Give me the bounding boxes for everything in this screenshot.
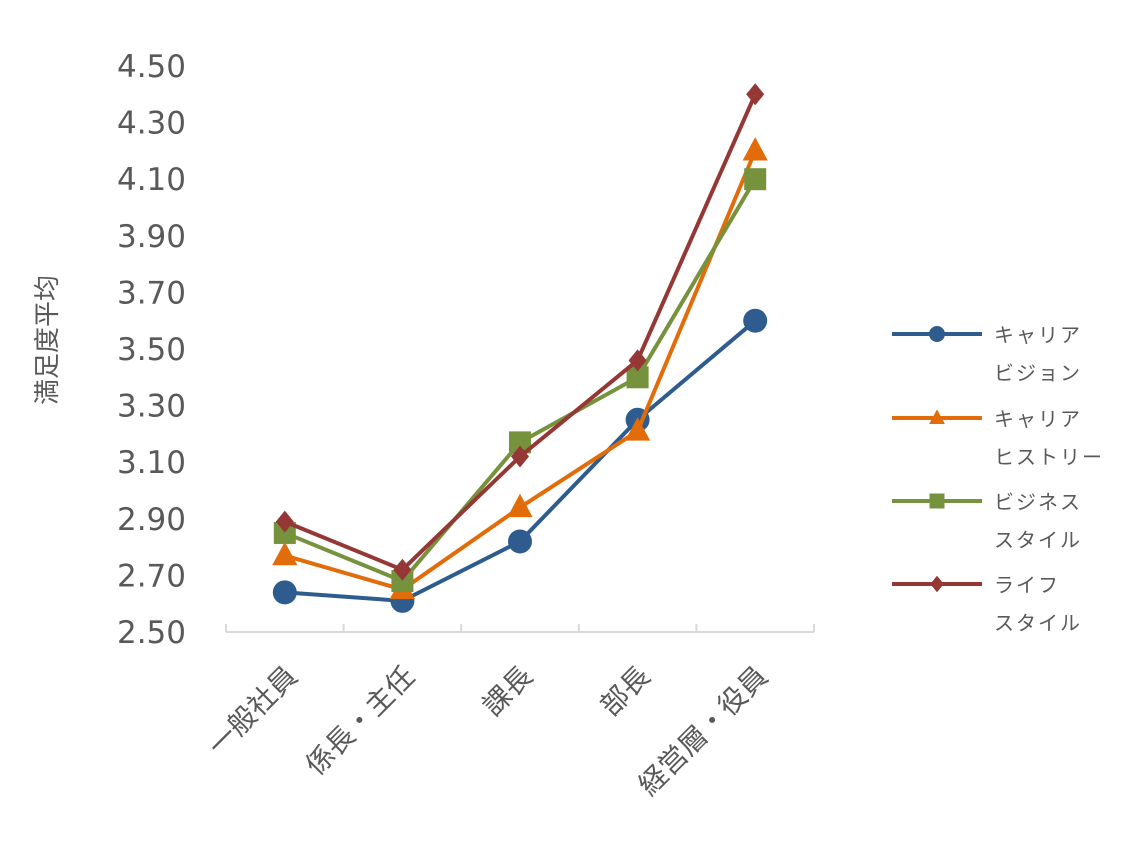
x-tick-label: 係長・主任 xyxy=(299,660,421,782)
legend-label: ビジネス xyxy=(994,490,1082,514)
legend-label: ヒストリー xyxy=(994,445,1104,469)
data-point-circle xyxy=(508,529,532,554)
y-tick-label: 3.10 xyxy=(117,445,186,481)
y-tick-label: 2.50 xyxy=(117,615,186,651)
data-point-diamond xyxy=(393,558,412,581)
legend-label: ビジョン xyxy=(994,361,1082,385)
y-tick-label: 4.10 xyxy=(117,162,186,198)
data-point-triangle xyxy=(507,493,533,518)
x-tick-label: 一般社員 xyxy=(201,660,304,763)
y-tick-label: 2.90 xyxy=(117,502,186,538)
y-tick-label: 3.90 xyxy=(117,219,186,255)
legend-marker-circle xyxy=(929,326,945,342)
y-tick-label: 2.70 xyxy=(117,558,186,594)
series-square xyxy=(273,168,767,593)
x-tick-label: 部長 xyxy=(594,660,657,723)
y-tick-label: 3.50 xyxy=(117,332,186,368)
y-tick-label: 4.30 xyxy=(117,106,186,142)
data-point-circle xyxy=(743,308,768,333)
data-point-diamond xyxy=(275,510,294,533)
series-group xyxy=(272,83,768,613)
legend-label: ライフ xyxy=(994,573,1060,597)
data-point-square xyxy=(744,168,767,191)
y-axis-ticks: 2.50 2.70 2.90 3.10 3.30 3.50 3.70 3.90 4.10 4.30… xyxy=(117,49,186,651)
data-point-circle xyxy=(272,580,297,605)
x-tick-label: 課長 xyxy=(476,660,539,723)
data-point-diamond xyxy=(746,83,765,106)
data-point-triangle xyxy=(742,137,768,161)
legend-label: スタイル xyxy=(994,611,1082,635)
data-point-diamond xyxy=(628,349,647,372)
data-point-triangle xyxy=(625,417,651,441)
legend-label: キャリア xyxy=(994,407,1082,431)
x-axis xyxy=(225,624,815,633)
data-point-square xyxy=(273,521,296,544)
legend-marker-triangle xyxy=(929,409,945,424)
series-line xyxy=(284,150,758,592)
legend-label: キャリア xyxy=(994,323,1082,347)
data-point-square xyxy=(626,366,649,389)
data-point-square xyxy=(509,431,531,454)
data-point-diamond xyxy=(511,445,529,468)
legend-marker-diamond xyxy=(930,575,944,593)
y-tick-label: 3.70 xyxy=(117,275,186,311)
y-axis-label: 満足度平均 xyxy=(33,275,63,405)
legend-marker-square xyxy=(929,493,945,509)
y-tick-label: 3.30 xyxy=(117,389,186,425)
y-tick-label: 4.50 xyxy=(117,49,186,85)
data-point-square xyxy=(391,570,414,593)
legend-label: スタイル xyxy=(994,528,1082,552)
data-point-triangle xyxy=(272,541,298,566)
series-diamond xyxy=(275,83,765,581)
